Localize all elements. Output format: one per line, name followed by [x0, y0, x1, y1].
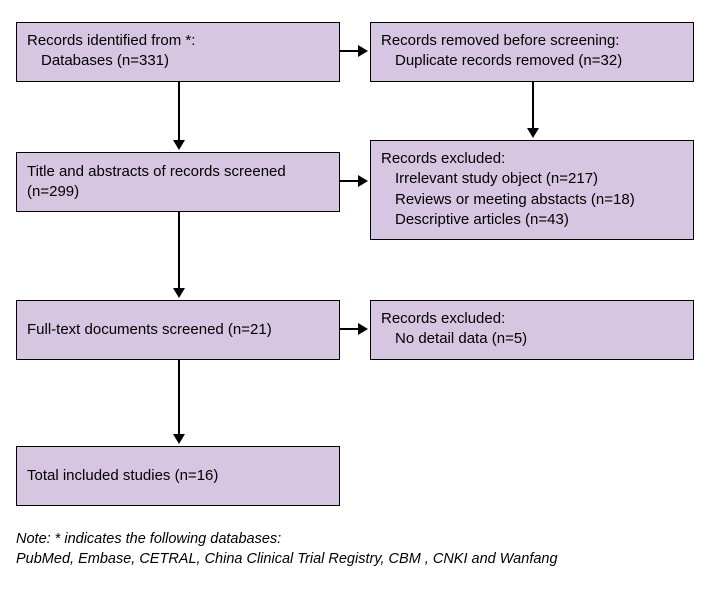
- node-text: Records identified from *:: [27, 31, 329, 51]
- node-text: No detail data (n=5): [381, 329, 683, 349]
- arrow-right-icon: [358, 323, 368, 335]
- flow-node-n4: Records excluded:Irrelevant study object…: [370, 140, 694, 240]
- node-text: Total included studies (n=16): [27, 466, 218, 486]
- arrow-line: [340, 50, 360, 52]
- arrow-line: [178, 360, 180, 436]
- arrow-right-icon: [358, 175, 368, 187]
- flow-node-n2: Records removed before screening:Duplica…: [370, 22, 694, 82]
- footnote-line: Note: * indicates the following database…: [16, 530, 558, 550]
- node-text: Full-text documents screened (n=21): [27, 320, 272, 340]
- arrow-line: [178, 212, 180, 290]
- node-text: Duplicate records removed (n=32): [381, 51, 683, 71]
- arrow-down-icon: [173, 434, 185, 444]
- prisma-flowchart: Records identified from *:Databases (n=3…: [0, 0, 708, 595]
- footnote-line: PubMed, Embase, CETRAL, China Clinical T…: [16, 550, 558, 570]
- node-text: Records removed before screening:: [381, 31, 683, 51]
- footnote: Note: * indicates the following database…: [16, 530, 558, 569]
- arrow-line: [178, 82, 180, 142]
- arrow-down-icon: [173, 140, 185, 150]
- arrow-down-icon: [527, 128, 539, 138]
- arrow-line: [532, 82, 534, 130]
- node-text: Descriptive articles (n=43): [381, 210, 683, 230]
- node-text: Records excluded:: [381, 149, 683, 169]
- flow-node-n3: Title and abstracts of records screened …: [16, 152, 340, 212]
- arrow-line: [340, 180, 360, 182]
- flow-node-n5: Full-text documents screened (n=21): [16, 300, 340, 360]
- node-text: Reviews or meeting abstacts (n=18): [381, 190, 683, 210]
- flow-node-n1: Records identified from *:Databases (n=3…: [16, 22, 340, 82]
- node-text: Title and abstracts of records screened …: [27, 162, 329, 203]
- flow-node-n6: Records excluded:No detail data (n=5): [370, 300, 694, 360]
- arrow-line: [340, 328, 360, 330]
- arrow-down-icon: [173, 288, 185, 298]
- node-text: Records excluded:: [381, 309, 683, 329]
- arrow-right-icon: [358, 45, 368, 57]
- node-text: Irrelevant study object (n=217): [381, 169, 683, 189]
- node-text: Databases (n=331): [27, 51, 329, 71]
- flow-node-n7: Total included studies (n=16): [16, 446, 340, 506]
